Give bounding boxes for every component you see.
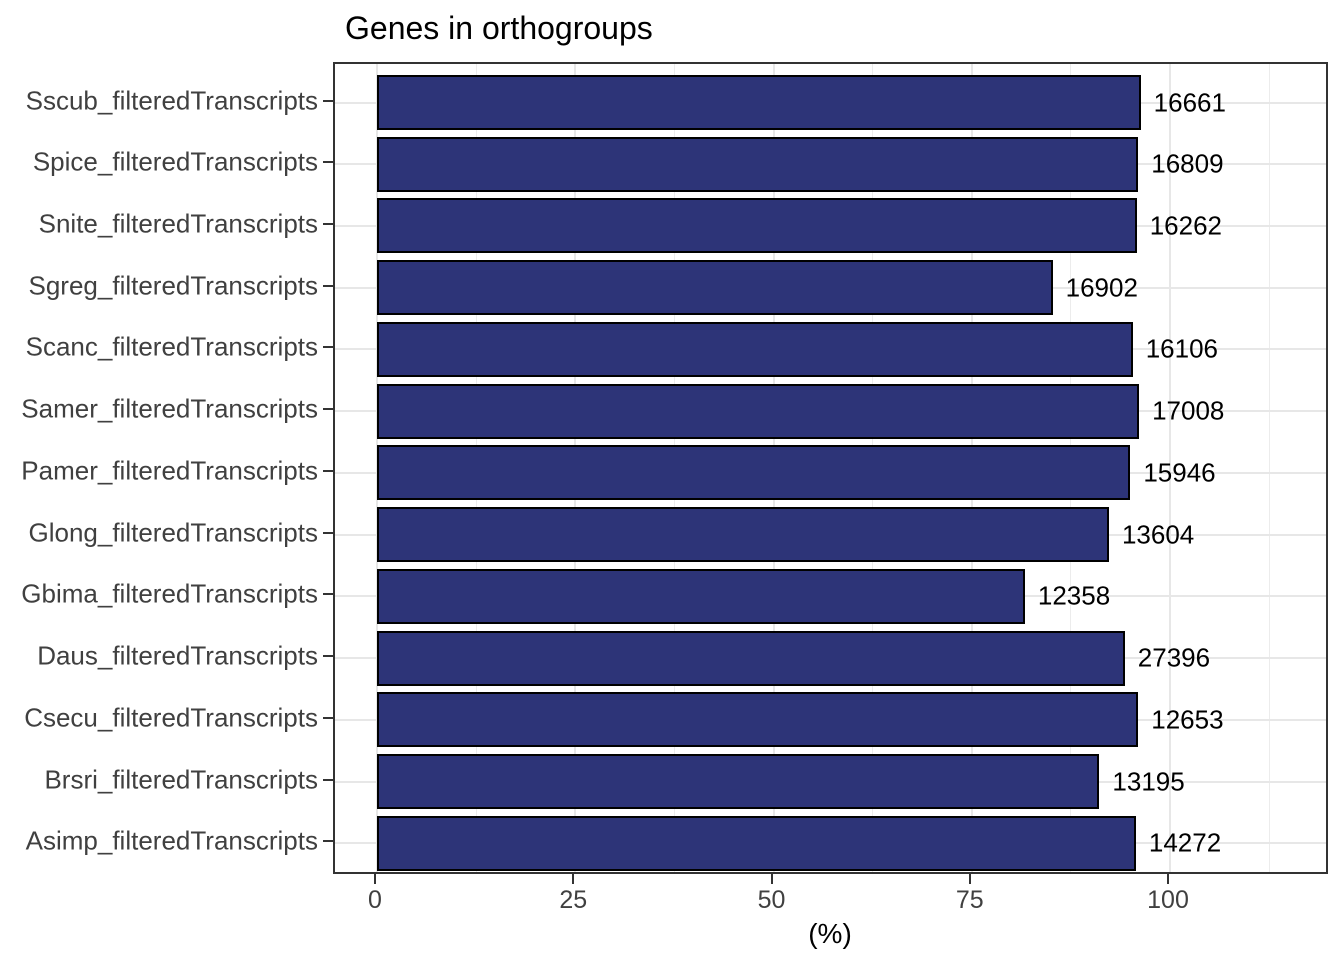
y-axis-label: Spice_filteredTranscripts: [32, 146, 318, 177]
x-axis-tick: [572, 874, 575, 884]
bar-value-label: 27396: [1137, 642, 1211, 673]
bar-value-label: 16262: [1149, 210, 1222, 241]
bar-value-label: 15946: [1143, 457, 1216, 488]
y-axis-tick: [323, 284, 333, 287]
x-axis-tick: [1167, 874, 1169, 884]
bar-value-label: 12653: [1151, 704, 1224, 735]
bar-value-label: 12358: [1037, 580, 1111, 611]
chart-title: Genes in orthogroups: [345, 10, 653, 46]
y-axis-tick: [323, 655, 333, 658]
y-axis-label: Scanc_filteredTranscripts: [25, 331, 318, 362]
bar: [377, 198, 1137, 254]
x-axis-tick: [770, 874, 773, 884]
x-axis-title: (%): [808, 918, 852, 949]
x-axis-tick: [968, 874, 971, 884]
bar: [377, 136, 1139, 192]
y-axis-label: Samer_filteredTranscripts: [21, 393, 318, 424]
y-axis-tick: [323, 469, 333, 472]
y-axis-tick: [323, 408, 333, 411]
bar: [377, 445, 1131, 501]
bar: [377, 321, 1133, 377]
x-axis-tick-label: 25: [559, 886, 588, 914]
y-axis-tick: [323, 222, 333, 225]
bar-value-label: 14272: [1148, 827, 1222, 858]
y-axis-label: Sscub_filteredTranscripts: [25, 85, 318, 115]
y-axis-tick: [323, 593, 333, 596]
y-axis-label: Gbima_filteredTranscripts: [21, 578, 318, 609]
y-axis-label: Sgreg_filteredTranscripts: [28, 270, 319, 301]
y-axis-tick: [323, 778, 333, 781]
y-axis-label: Pamer_filteredTranscripts: [21, 455, 318, 486]
x-axis-tick-label: 0: [368, 886, 382, 914]
y-axis-tick: [323, 161, 333, 164]
x-axis-tick-label: 75: [955, 886, 984, 914]
bar: [377, 630, 1125, 686]
x-axis-tick: [374, 874, 376, 884]
bar: [377, 692, 1139, 748]
bar: [377, 754, 1100, 810]
bar-value-label: 16106: [1145, 333, 1219, 364]
y-axis-label: Glong_filteredTranscripts: [28, 517, 319, 548]
y-axis-label: Snite_filteredTranscripts: [38, 208, 318, 239]
bar-value-label: 17008: [1152, 395, 1225, 426]
bar-value-label: 13195: [1112, 766, 1185, 797]
minor-gridline: [1268, 64, 1270, 872]
y-axis-tick: [323, 716, 333, 719]
bar-value-label: 16809: [1151, 148, 1224, 179]
bar: [377, 75, 1141, 130]
y-axis-label: Csecu_filteredTranscripts: [24, 702, 318, 733]
y-axis-tick: [323, 99, 333, 102]
bar-value-label: 13604: [1121, 519, 1195, 550]
y-axis-label: Asimp_filteredTranscripts: [25, 825, 318, 856]
bar: [377, 815, 1136, 871]
y-axis-label: Brsri_filteredTranscripts: [44, 764, 318, 795]
x-axis-tick-label: 50: [757, 886, 786, 914]
bar: [377, 568, 1025, 624]
bar-value-label: 16661: [1153, 87, 1226, 117]
y-axis-tick: [323, 840, 333, 843]
y-axis-tick: [323, 531, 333, 534]
y-axis-label: Daus_filteredTranscripts: [37, 640, 318, 671]
bar: [377, 383, 1140, 439]
bar-value-label: 16902: [1065, 272, 1138, 303]
y-axis-tick: [323, 346, 333, 349]
bar: [377, 260, 1053, 316]
x-axis-tick-label: 100: [1147, 886, 1189, 914]
bar: [377, 507, 1109, 563]
plot-panel: 16661 16809 16262 16902 16106 17008 15946 13604…: [333, 62, 1328, 874]
major-gridline: [1169, 64, 1171, 872]
